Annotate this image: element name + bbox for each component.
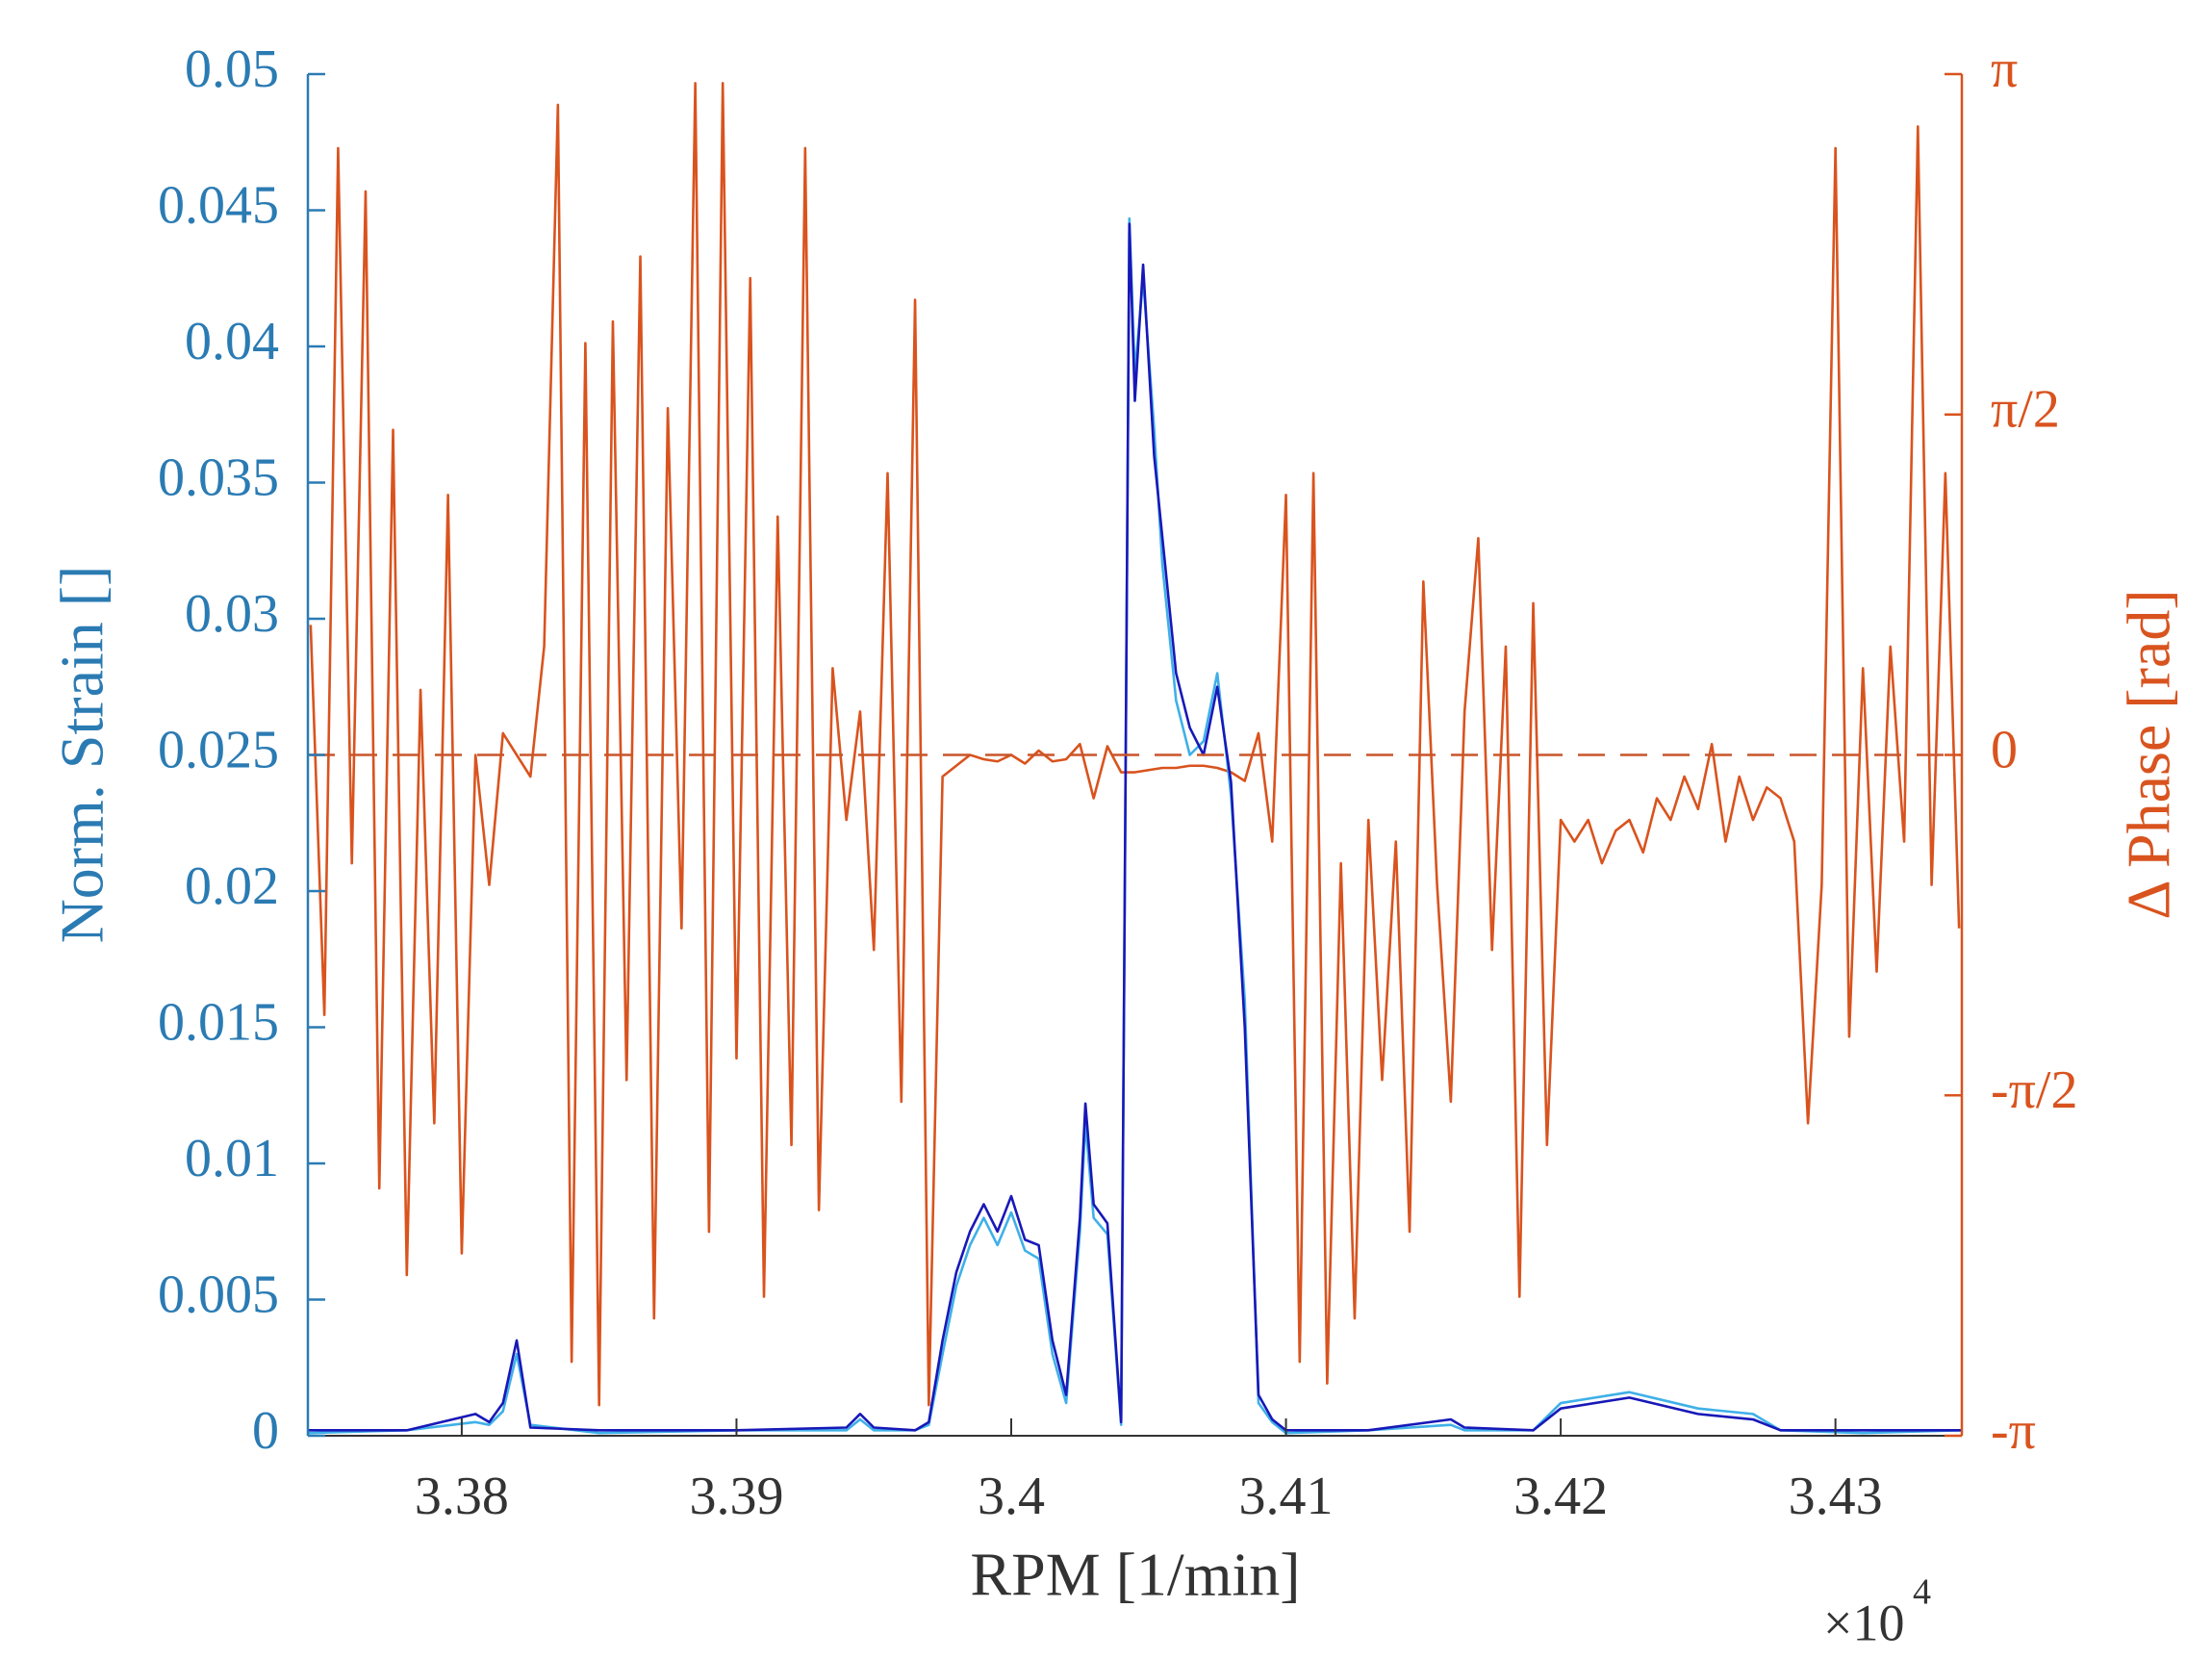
y2-tick-label: -π (1991, 1401, 2036, 1461)
y-tick-label: 0.025 (158, 720, 279, 779)
y-tick-label: 0.02 (185, 856, 279, 916)
y-tick-label: 0.045 (158, 175, 279, 235)
y-tick-label: 0.035 (158, 447, 279, 507)
y-tick-label: 0.01 (185, 1129, 279, 1188)
data-line (307, 217, 1963, 1435)
y2-axis-label: Δ Phase [rad] (2115, 589, 2183, 919)
x-tick-label: 3.42 (1513, 1467, 1608, 1526)
y-tick-label: 0.015 (158, 992, 279, 1052)
y-tick-label: 0.04 (185, 312, 279, 371)
x-tick-label: 3.41 (1239, 1467, 1334, 1526)
data-line (309, 82, 1961, 1407)
x-tick-label: 3.43 (1789, 1467, 1883, 1526)
y2-tick-label: π (1991, 39, 2018, 99)
y2-tick-label: -π/2 (1991, 1060, 2077, 1120)
data-line (308, 222, 1962, 1432)
x-multiplier-exponent: 4 (1913, 1572, 1931, 1613)
y-tick-label: 0.03 (185, 584, 279, 644)
x-multiplier-base: ×10 (1823, 1594, 1904, 1651)
x-axis-label: RPM [1/min] (970, 1541, 1300, 1609)
y2-tick-label: 0 (1991, 720, 2018, 779)
y-tick-label: 0.005 (158, 1264, 279, 1324)
x-tick-label: 3.38 (415, 1467, 509, 1526)
x-tick-label: 3.4 (978, 1467, 1045, 1526)
y-tick-label: 0.05 (185, 39, 279, 99)
x-tick-label: 3.39 (689, 1467, 783, 1526)
y-tick-label: 0 (252, 1401, 279, 1461)
y2-tick-label: π/2 (1991, 380, 2060, 440)
y-axis-label: Norm. Strain [] (48, 566, 116, 944)
